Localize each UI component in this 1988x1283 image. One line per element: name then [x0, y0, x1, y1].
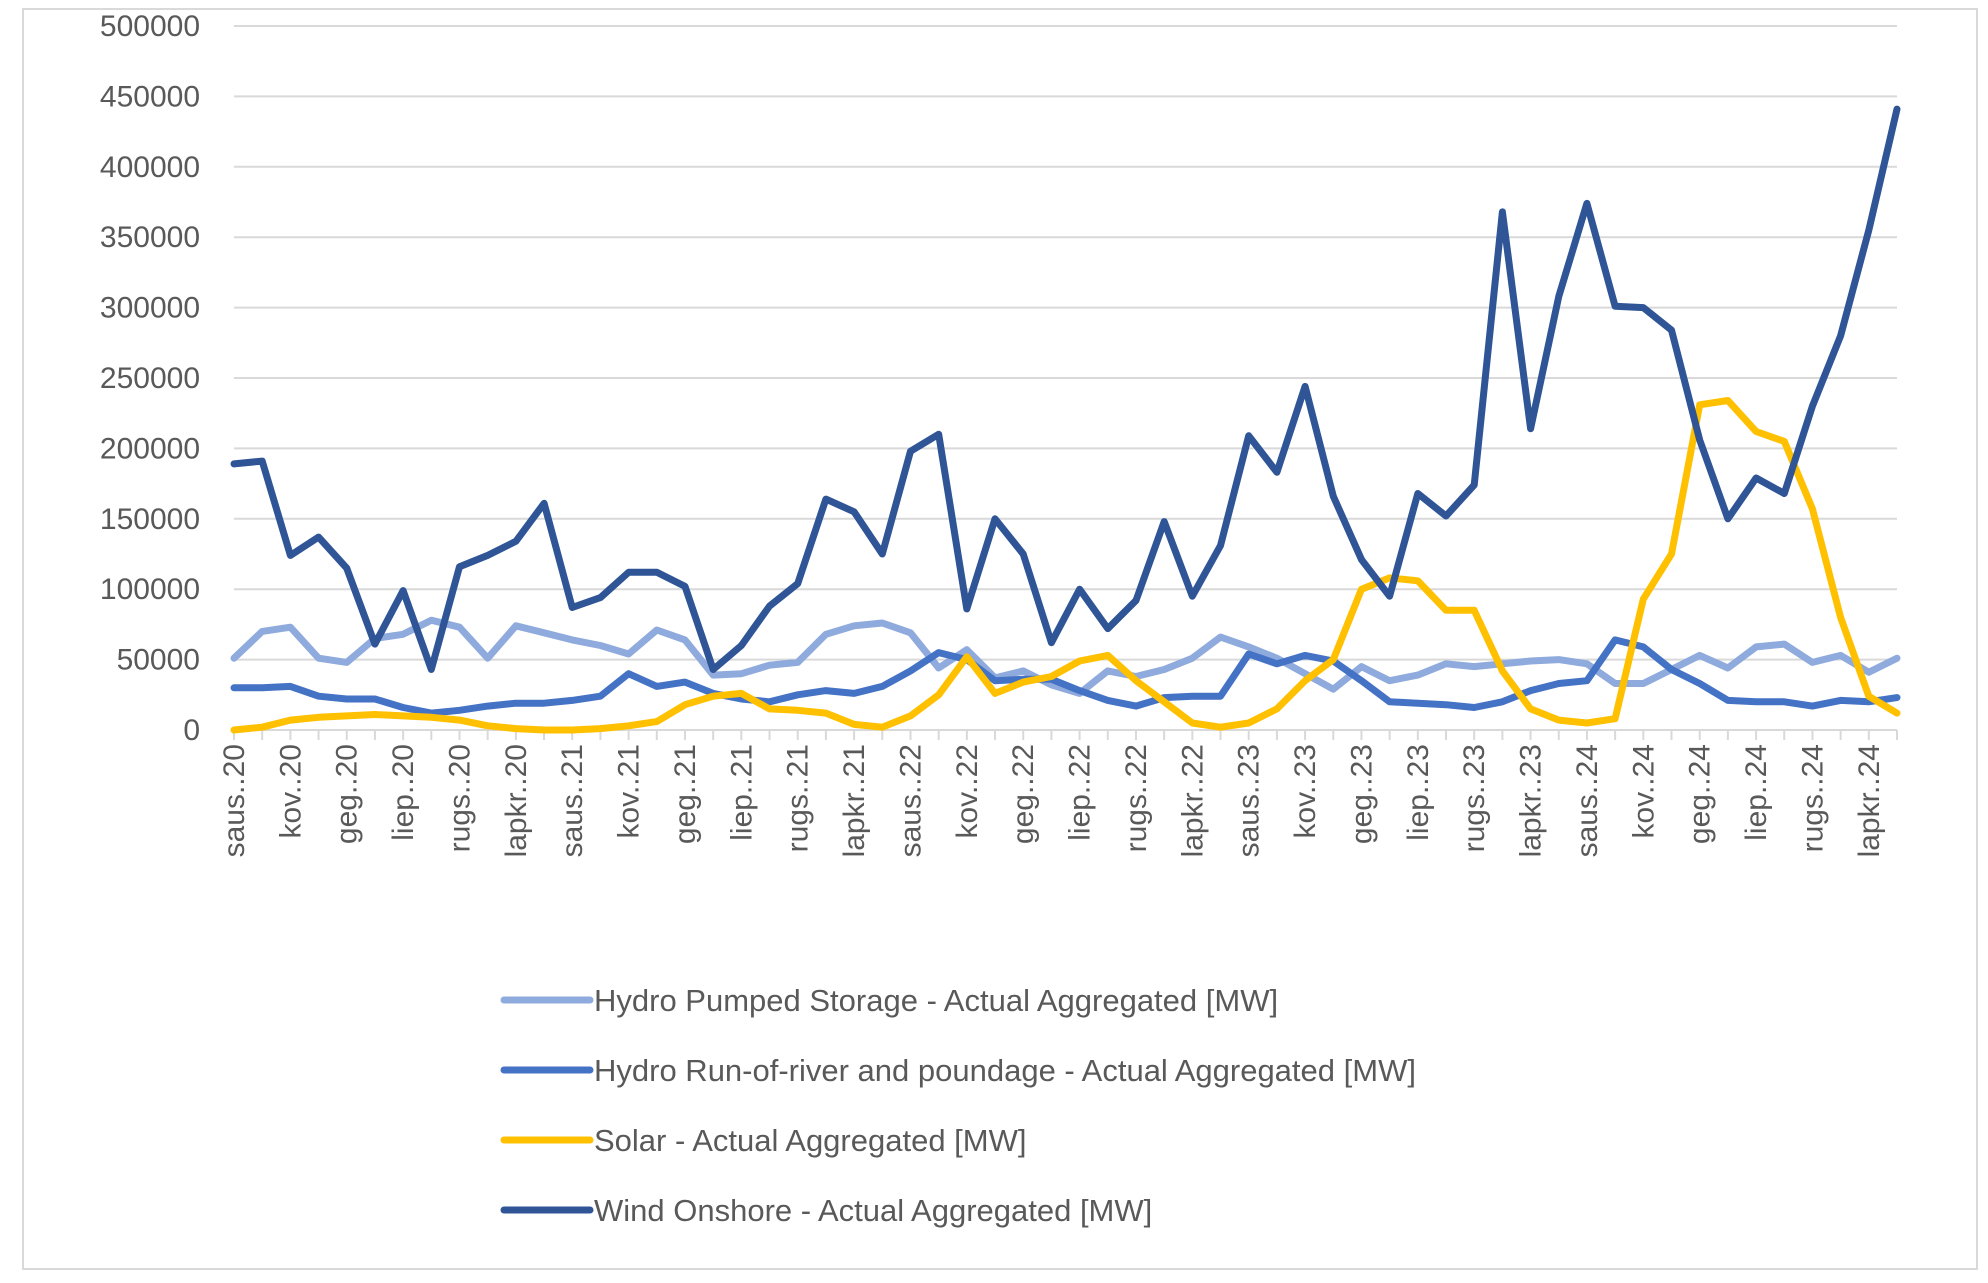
legend-label: Wind Onshore - Actual Aggregated [MW]: [594, 1193, 1152, 1228]
y-tick-label: 250000: [100, 362, 200, 395]
x-tick-label: liep..21: [725, 744, 758, 841]
y-axis-ticks: 5000004500004000003500003000002500002000…: [100, 10, 200, 747]
y-tick-label: 150000: [100, 503, 200, 536]
y-tick-label: 200000: [100, 432, 200, 465]
legend-label: Hydro Pumped Storage - Actual Aggregated…: [594, 983, 1278, 1018]
x-tick-label: liep..22: [1064, 744, 1097, 841]
series-line-3: [230, 105, 1901, 673]
x-tick-label: geg..23: [1345, 744, 1378, 844]
x-tick-label: kov..23: [1289, 744, 1322, 839]
x-tick-label: geg..20: [331, 744, 364, 844]
x-tick-label: saus..20: [218, 744, 251, 857]
x-tick-label: lapkr..22: [1176, 744, 1209, 857]
x-tick-label: lapkr..20: [500, 744, 533, 857]
legend-label: Hydro Run-of-river and poundage - Actual…: [594, 1053, 1416, 1088]
x-tick-label: liep..24: [1740, 744, 1773, 841]
x-tick-label: rugs..24: [1796, 744, 1829, 852]
x-tick-label: liep..20: [387, 744, 420, 841]
x-tick-label: lapkr..21: [838, 744, 871, 857]
legend: Hydro Pumped Storage - Actual Aggregated…: [500, 983, 1416, 1228]
x-tick-label: saus..21: [556, 744, 589, 857]
gridlines: [234, 25, 1897, 661]
y-tick-label: 400000: [100, 151, 200, 184]
x-tick-label: geg..22: [1007, 744, 1040, 844]
y-tick-label: 450000: [100, 80, 200, 113]
legend-label: Solar - Actual Aggregated [MW]: [594, 1123, 1027, 1158]
x-tick-label: kov..24: [1627, 744, 1660, 839]
x-tick-label: geg..21: [669, 744, 702, 844]
x-tick-label: saus..22: [894, 744, 927, 857]
x-tick-label: geg..24: [1684, 744, 1717, 844]
y-tick-label: 100000: [100, 573, 200, 606]
x-tick-label: rugs..21: [782, 744, 815, 852]
y-tick-label: 350000: [100, 221, 200, 254]
x-tick-label: kov..21: [613, 744, 646, 839]
x-tick-label: rugs..23: [1458, 744, 1491, 852]
y-tick-label: 50000: [117, 644, 200, 677]
y-tick-label: 500000: [100, 10, 200, 43]
y-tick-label: 0: [183, 714, 200, 747]
x-tick-label: rugs..20: [443, 744, 476, 852]
x-tick-label: lapkr..23: [1515, 744, 1548, 857]
series-lines: [230, 105, 1901, 734]
x-tick-label: liep..23: [1402, 744, 1435, 841]
x-tick-label: kov..20: [274, 744, 307, 839]
x-tick-label: lapkr..24: [1853, 744, 1886, 857]
y-tick-label: 300000: [100, 292, 200, 325]
series-line-1: [230, 636, 1901, 717]
x-tick-label: saus..24: [1571, 744, 1604, 857]
x-axis-ticks: saus..20 kov..20 geg..20 liep..20 rugs..20 la…: [218, 730, 1898, 857]
chart-frame: [22, 8, 1978, 1270]
x-tick-label: kov..22: [951, 744, 984, 839]
x-tick-label: saus..23: [1233, 744, 1266, 857]
series-line-0: [230, 616, 1901, 697]
series-line-2: [230, 397, 1901, 734]
x-tick-label: rugs..22: [1120, 744, 1153, 852]
